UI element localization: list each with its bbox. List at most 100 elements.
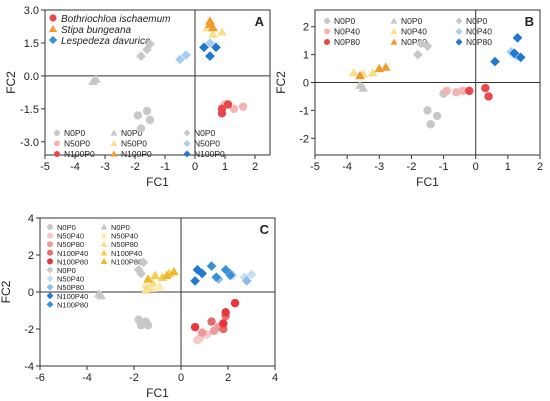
data-point — [205, 38, 215, 48]
species-legend-label: Stipa bungeana — [61, 25, 132, 36]
data-point — [138, 257, 149, 268]
x-axis-label: FC1 — [416, 175, 439, 189]
legend-label: N100P40 — [57, 292, 88, 301]
data-point — [413, 49, 423, 60]
legend-label: N100P0 — [194, 149, 225, 159]
legend-marker — [100, 257, 108, 264]
legend-label: N50P80 — [57, 240, 84, 249]
legend-label: N100P80 — [57, 257, 88, 266]
y-axis-label: FC2 — [274, 71, 288, 94]
x-tick-label: 1 — [505, 161, 511, 173]
data-point — [220, 264, 231, 275]
data-point — [136, 51, 146, 61]
data-point — [142, 44, 152, 55]
species-legend-label: Lespedeza davurica — [61, 36, 151, 47]
legend-marker — [324, 18, 330, 24]
data-point — [229, 104, 239, 114]
legend-label: N0P80 — [334, 37, 360, 47]
data-point — [426, 120, 435, 129]
data-point — [145, 39, 155, 49]
data-point — [481, 83, 490, 93]
legend-label: N0P40 — [466, 27, 492, 37]
legend-label: N50P0 — [64, 139, 90, 149]
data-point — [190, 276, 200, 286]
x-tick-label: 0 — [178, 372, 184, 384]
data-point — [199, 42, 209, 53]
plot-frame — [44, 9, 271, 156]
data-point — [143, 274, 153, 283]
x-axis-label: FC1 — [146, 175, 169, 189]
data-point — [380, 62, 391, 71]
y-tick-label: 3.0 — [24, 5, 39, 17]
y-tick-label: 0.0 — [24, 71, 39, 83]
data-point — [490, 56, 500, 67]
data-point — [136, 268, 146, 279]
legend-label: N0P0 — [401, 16, 423, 26]
data-point — [208, 29, 218, 38]
x-tick-label: -3 — [100, 161, 110, 173]
legend-marker — [47, 224, 53, 230]
legend-marker — [110, 129, 118, 136]
data-point — [509, 48, 520, 59]
legend-marker — [100, 232, 108, 239]
data-point — [142, 106, 152, 116]
legend-marker — [390, 38, 398, 45]
x-tick-label: 2 — [537, 161, 543, 173]
legend-marker — [110, 140, 118, 147]
legend-label: N0P0 — [57, 266, 76, 275]
data-point — [136, 124, 146, 133]
x-tick-label: 4 — [272, 372, 278, 384]
legend-label: N50P40 — [57, 275, 84, 284]
x-tick-label: -6 — [35, 372, 45, 384]
data-point — [452, 88, 461, 97]
x-tick-label: -4 — [342, 161, 352, 173]
legend-label: N100P40 — [111, 249, 142, 258]
y-tick-label: -1 — [299, 105, 309, 117]
y-tick-label: 0 — [28, 287, 34, 299]
legend-label: N0P80 — [401, 37, 427, 47]
data-point — [230, 298, 240, 308]
data-point — [143, 321, 153, 330]
legend-marker — [47, 249, 53, 256]
legend-label: N100P80 — [111, 257, 142, 266]
y-axis-label: FC2 — [4, 71, 18, 94]
data-point — [207, 317, 216, 326]
data-point — [136, 321, 146, 330]
panel-label: A — [255, 14, 265, 29]
y-tick-label: -4 — [24, 361, 34, 373]
legend-marker — [390, 17, 398, 24]
data-point — [147, 277, 158, 287]
y-tick-label: 1 — [303, 50, 309, 62]
legend-marker — [100, 223, 108, 230]
legend-label: N100P40 — [57, 249, 88, 258]
panel-label: B — [525, 14, 534, 29]
data-point — [197, 328, 207, 337]
legend-marker — [54, 151, 60, 157]
data-point — [211, 42, 221, 53]
legend-label: N0P0 — [111, 223, 130, 232]
y-tick-label: -2 — [24, 324, 34, 336]
legend-marker — [47, 232, 53, 239]
legend-marker — [455, 28, 463, 35]
data-point — [205, 51, 215, 61]
legend-marker — [46, 292, 54, 300]
x-tick-label: -2 — [129, 372, 139, 384]
data-point — [93, 289, 104, 298]
legend-marker — [47, 258, 53, 265]
x-tick-label: -1 — [439, 161, 449, 173]
panel-c: -6 -4 -2 0 2 4-4-2024FC1FC2CN0P0N50P40N50P80N… — [0, 213, 278, 400]
data-point — [442, 86, 451, 96]
x-tick-label: 0 — [473, 161, 479, 173]
data-point — [348, 67, 359, 77]
data-point — [458, 86, 468, 96]
legend-marker — [455, 17, 463, 25]
data-point — [368, 67, 378, 77]
x-tick-label: -4 — [82, 372, 92, 384]
data-point — [205, 19, 215, 28]
data-point — [241, 276, 252, 286]
data-point — [432, 111, 442, 121]
y-tick-label: -3.0 — [20, 137, 39, 149]
data-point — [219, 319, 228, 328]
y-axis-label: FC2 — [0, 280, 13, 303]
